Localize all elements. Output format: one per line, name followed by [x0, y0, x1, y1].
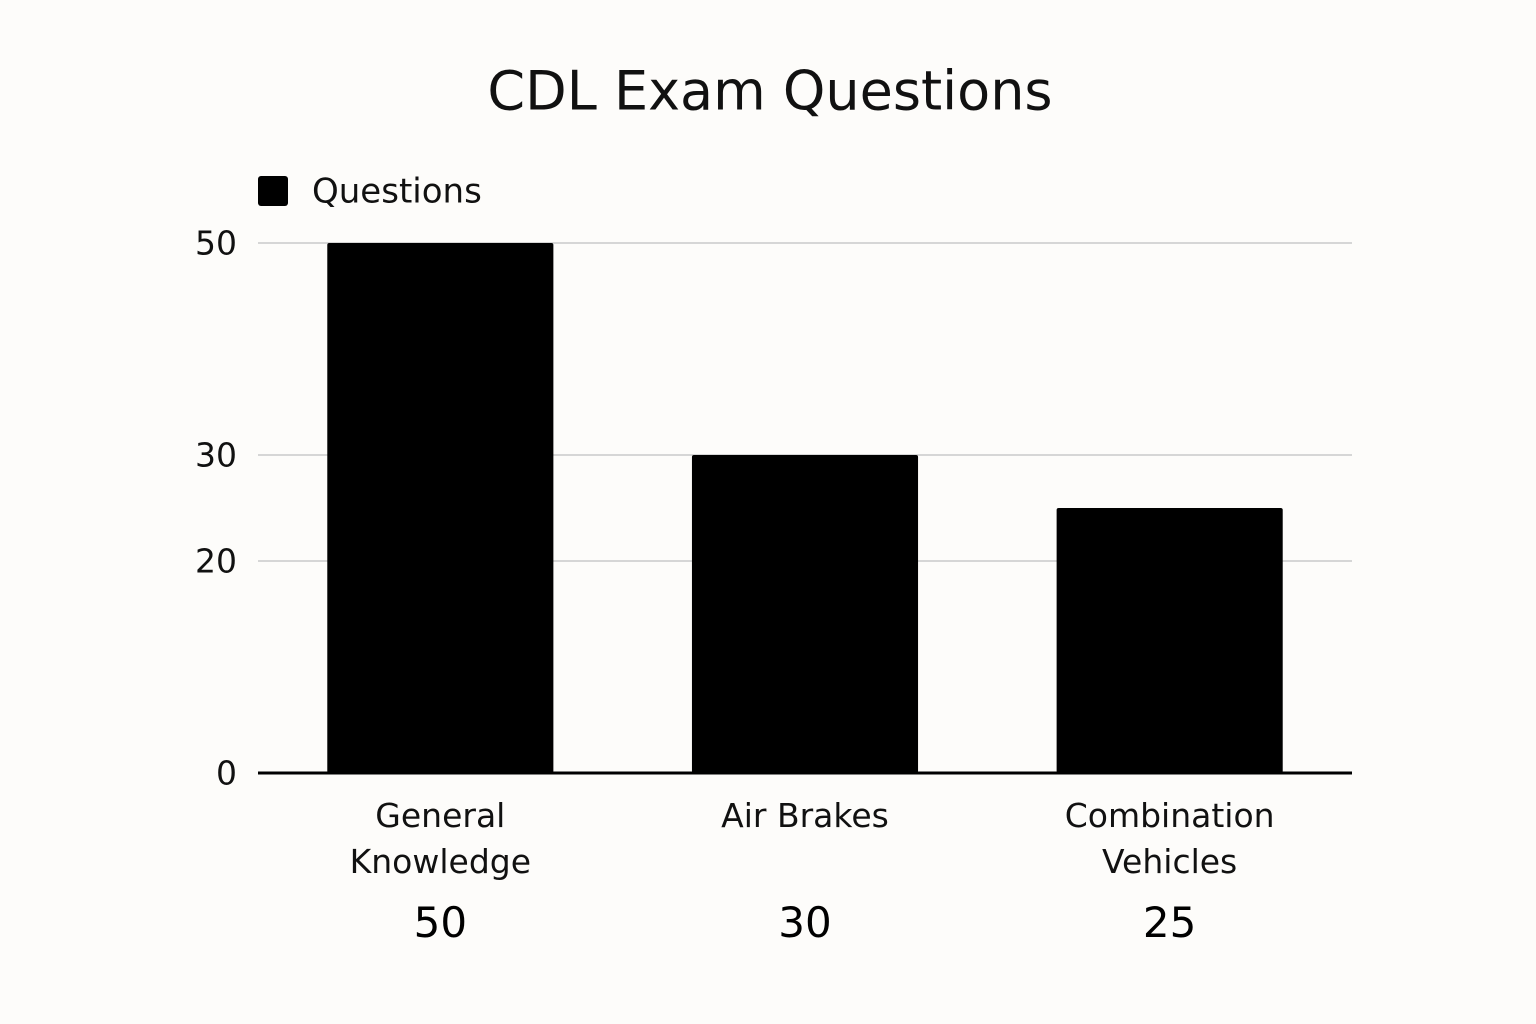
bar: [327, 243, 554, 773]
y-tick-label: 30: [195, 436, 237, 475]
y-tick-label: 0: [216, 754, 237, 793]
chart-title: CDL Exam Questions: [487, 60, 1052, 123]
y-tick-label: 50: [195, 224, 237, 263]
data-label: 30: [778, 898, 832, 947]
x-tick-label: General Knowledge: [349, 796, 532, 881]
data-label: 25: [1142, 898, 1197, 947]
x-tick-label: Combination Vehicles: [1064, 796, 1275, 881]
x-tick-label: Air Brakes: [721, 796, 889, 835]
bar: [691, 455, 919, 773]
legend-label: Questions: [312, 172, 482, 212]
bar: [1056, 508, 1283, 773]
legend-swatch: [258, 176, 288, 206]
y-tick-label: 20: [195, 542, 237, 581]
data-label: 50: [413, 898, 468, 947]
